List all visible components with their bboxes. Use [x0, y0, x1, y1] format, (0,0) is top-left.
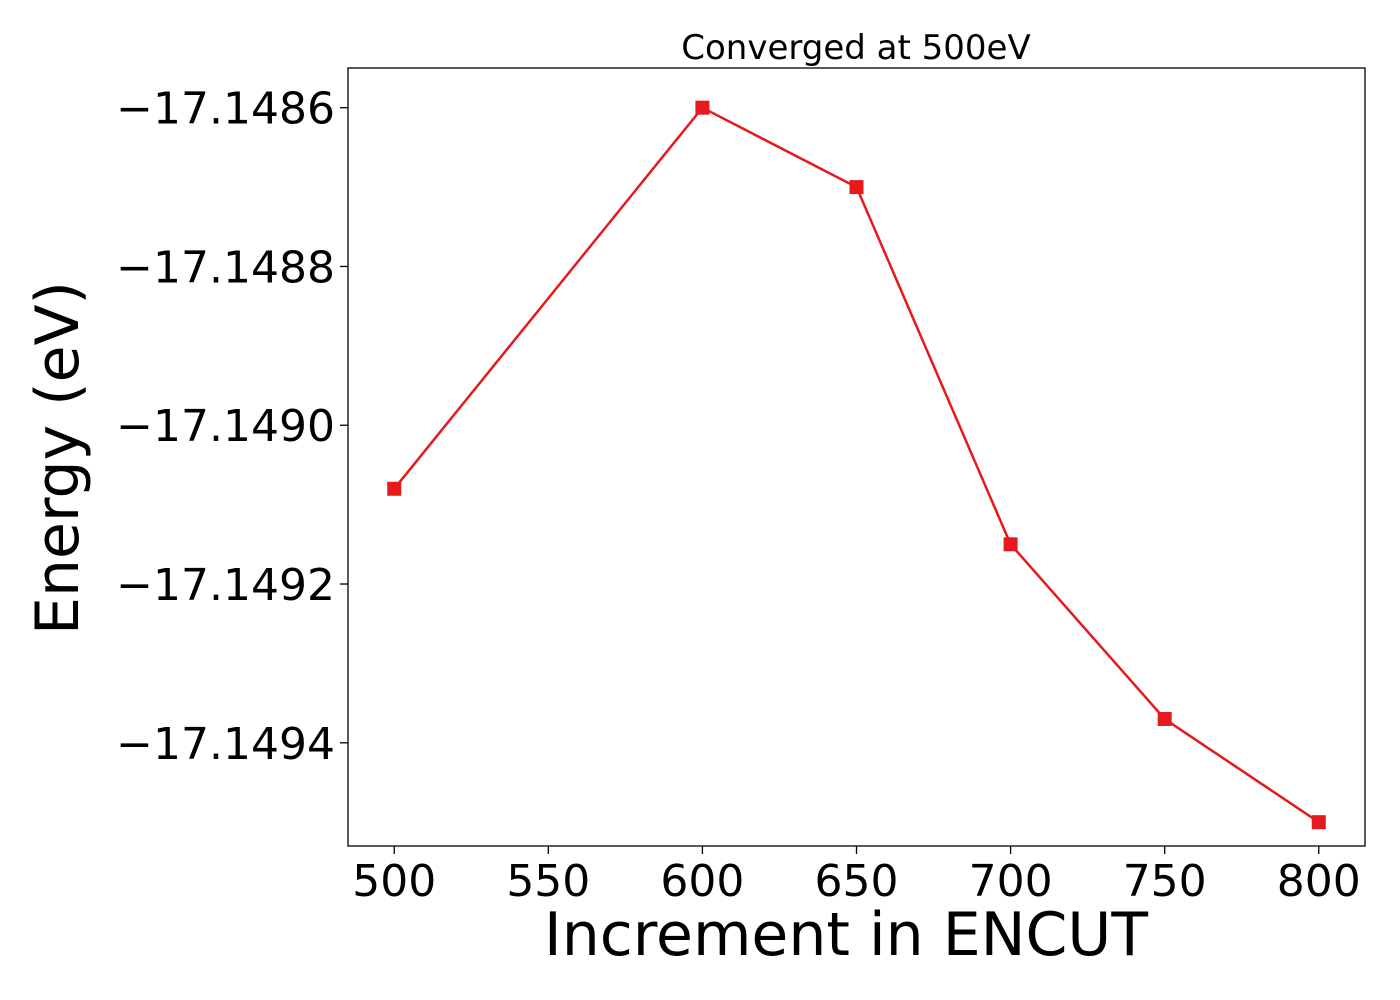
x-tick-label: 750 — [1123, 856, 1207, 907]
x-tick-label: 550 — [506, 856, 590, 907]
x-tick-label: 700 — [969, 856, 1053, 907]
x-axis: 500 550 600 650 700 750 800 — [352, 846, 1361, 907]
x-tick-label: 650 — [815, 856, 899, 907]
data-point-marker — [695, 100, 710, 115]
data-point-marker — [1311, 815, 1326, 830]
y-tick-label: −17.1488 — [116, 242, 335, 293]
series-line — [393, 106, 1320, 824]
data-point-marker — [1003, 537, 1018, 552]
y-tick-label: −17.1492 — [116, 560, 335, 611]
y-tick-label: −17.1490 — [116, 401, 335, 452]
x-tick-label: 500 — [352, 856, 436, 907]
data-point-marker — [849, 180, 864, 195]
x-axis-label: Increment in ENCUT — [544, 900, 1148, 970]
y-tick-label: −17.1486 — [116, 84, 335, 135]
chart-title: Converged at 500eV — [681, 28, 1030, 68]
y-tick-label: −17.1494 — [116, 719, 335, 770]
y-axis-label: Energy (eV) — [23, 281, 93, 635]
data-point-marker — [1157, 711, 1172, 726]
series-layer — [387, 100, 1326, 830]
x-tick-label: 800 — [1277, 856, 1361, 907]
y-axis: −17.1486 −17.1488 −17.1490 −17.1492 −17.1494 — [116, 84, 348, 770]
data-point-marker — [387, 481, 402, 496]
x-tick-label: 600 — [660, 856, 744, 907]
